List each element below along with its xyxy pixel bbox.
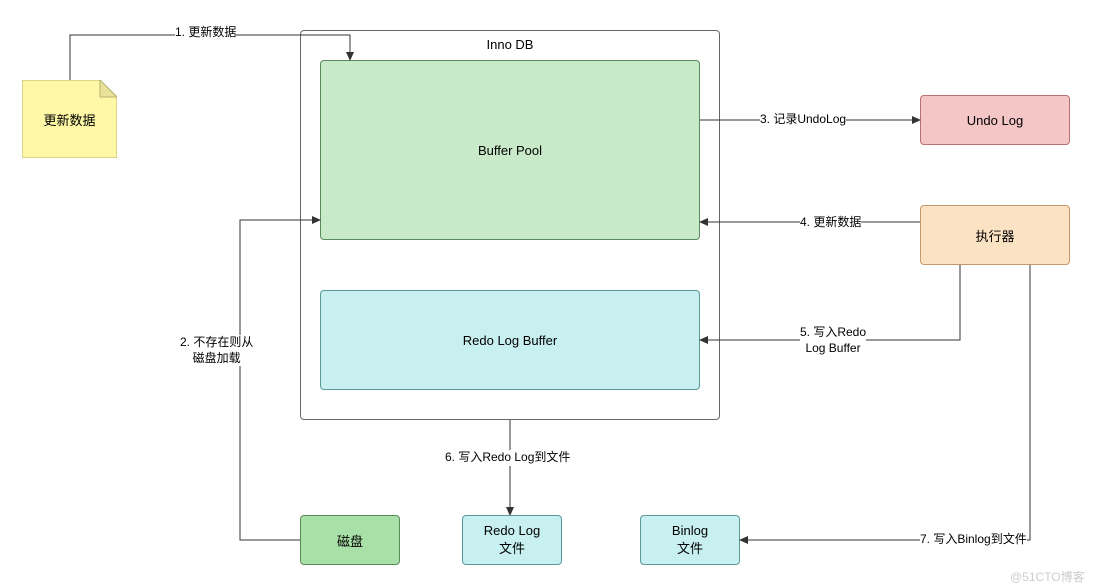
edge-1-label: 1. 更新数据 [175,25,236,41]
node-undo-log: Undo Log [920,95,1070,145]
node-buffer-pool: Buffer Pool [320,60,700,240]
node-buffer-pool-label: Buffer Pool [478,143,542,158]
node-executor-label: 执行器 [975,226,1014,245]
node-redo-log-buffer: Redo Log Buffer [320,290,700,390]
container-innodb-title: Inno DB [301,37,719,52]
edge-6-label: 6. 写入Redo Log到文件 [445,450,570,466]
node-disk: 磁盘 [300,515,400,565]
node-binlog-file-label: Binlog 文件 [672,523,708,557]
node-disk-label: 磁盘 [337,531,363,550]
watermark: @51CTO博客 [1010,568,1085,585]
edge-7 [740,265,1030,540]
note-update-data: 更新数据 [22,80,117,158]
node-binlog-file: Binlog 文件 [640,515,740,565]
note-update-data-label: 更新数据 [22,80,117,158]
edge-5-label: 5. 写入Redo Log Buffer [800,325,866,356]
node-redo-log-file: Redo Log 文件 [462,515,562,565]
node-redo-log-file-label: Redo Log 文件 [484,523,540,557]
edge-7-label: 7. 写入Binlog到文件 [920,532,1027,548]
node-executor: 执行器 [920,205,1070,265]
node-redo-log-buffer-label: Redo Log Buffer [463,333,557,348]
edge-2-label: 2. 不存在则从 磁盘加载 [180,335,253,366]
node-undo-log-label: Undo Log [967,113,1023,128]
edge-3-label: 3. 记录UndoLog [760,112,846,128]
edge-4-label: 4. 更新数据 [800,215,861,231]
